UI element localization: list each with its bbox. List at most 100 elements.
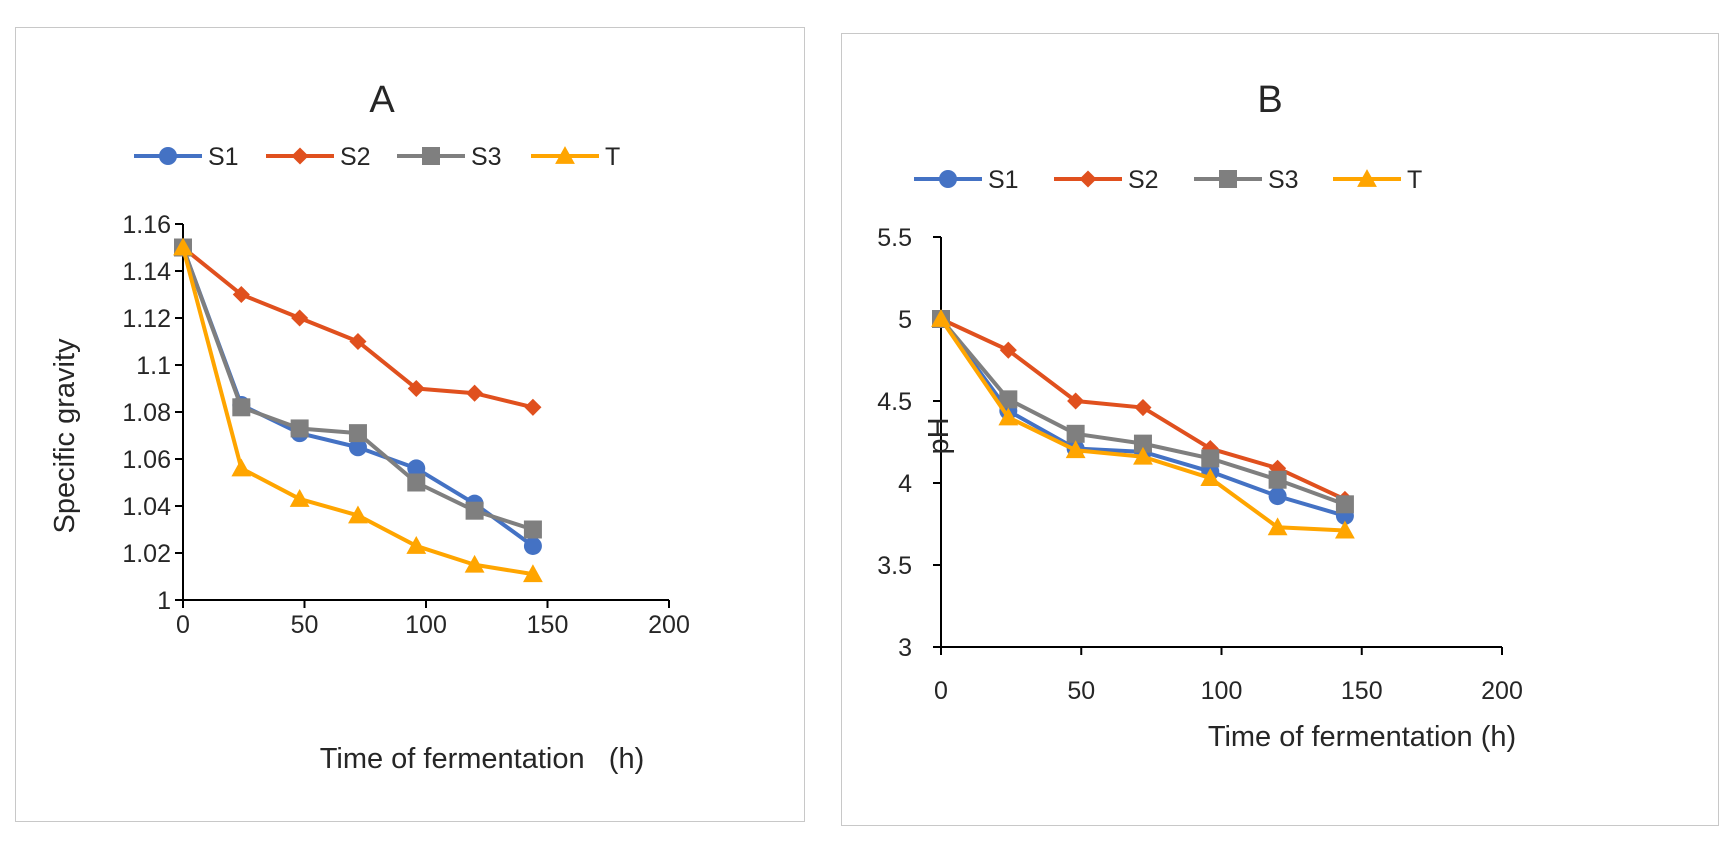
chart-a-series-t-point (406, 536, 427, 554)
chart-b-legend-marker-t (1357, 169, 1377, 187)
chart-b-series-t-point (1200, 468, 1221, 486)
chart-b-legend-item-s1: S1 (914, 166, 1019, 194)
chart-b-x-tick-label: 150 (1341, 677, 1383, 705)
chart-b-x-tick-label: 0 (934, 677, 948, 705)
chart-a-y-tick-label: 1.06 (122, 446, 171, 474)
chart-b-legend-label-s3: S3 (1268, 166, 1299, 194)
chart-b-legend-item-t: T (1333, 166, 1422, 194)
chart-a-series-t-point (348, 505, 368, 524)
chart-a-ylabel: Specific gravity (49, 338, 81, 534)
chart-b-y-tick-label: 5 (898, 306, 912, 334)
chart-a-series-s2-point (524, 398, 542, 416)
chart-a-xlabel: Time of fermentation (h) (320, 743, 644, 775)
chart-b-legend-marker-s2 (1079, 170, 1097, 188)
chart-a-legend-marker-t (555, 146, 575, 164)
chart-a-y-tick-label: 1.14 (122, 258, 171, 286)
chart-b-series-s3-point (1066, 424, 1085, 443)
chart-panel-b: B S1 S2 S3 T 3 3.5 4 4.5 5 5.5 0 50 100 150 200 Time … (841, 33, 1719, 826)
chart-a-x-tick-label: 150 (527, 611, 569, 639)
chart-a-legend-marker-s1 (159, 147, 177, 165)
chart-panel-a: A S1 S2 S3 T 1 1.02 1.04 1.06 1.08 1.1 1.12 1.14 1.… (15, 27, 805, 822)
chart-b-legend: S1 S2 S3 T (914, 166, 1422, 194)
chart-b-legend-item-s2: S2 (1054, 166, 1159, 194)
chart-a-series-s3-point (465, 501, 484, 520)
chart-b-series-s2-point (1067, 392, 1085, 410)
chart-a-legend-marker-s3 (422, 147, 440, 165)
chart-b-series-s3-point (1201, 449, 1220, 468)
chart-b-series-t-point (1267, 517, 1288, 536)
chart-b-x-tick-label: 50 (1067, 677, 1095, 705)
chart-a-title: A (369, 79, 395, 121)
chart-a-series-s3-point (290, 419, 309, 438)
chart-a-legend: S1 S2 S3 T (134, 143, 620, 171)
chart-a-series-t-point (464, 554, 485, 573)
chart-b-series-s3-point (1268, 470, 1287, 489)
chart-b-legend-marker-s3 (1219, 170, 1237, 188)
chart-a-series-t-point (289, 489, 310, 507)
chart-a-x-tick-label: 200 (648, 611, 690, 639)
chart-a-x-tick-label: 100 (405, 611, 447, 639)
chart-b-series-s2-point (1134, 399, 1152, 417)
chart-a-svg: A S1 S2 S3 T 1 1.02 1.04 1.06 1.08 1.1 1.12 1.14 1.… (49, 79, 690, 775)
chart-b-legend-marker-s1 (939, 170, 957, 188)
chart-a-legend-label-s1: S1 (208, 143, 239, 171)
chart-b-series-s1-point (1268, 487, 1287, 506)
chart-b-series-t-point (931, 309, 951, 327)
chart-a-y-tick-label: 1.12 (122, 305, 171, 333)
chart-b-series-t-point (998, 407, 1019, 426)
chart-b-y-tick-label: 3.5 (877, 552, 912, 580)
chart-a-x-tick-label: 50 (291, 611, 319, 639)
chart-b-series-s3-point (999, 390, 1018, 409)
chart-a-series-s3-point (407, 473, 426, 492)
chart-b-plot: 3 3.5 4 4.5 5 5.5 0 50 100 150 200 (877, 224, 1523, 705)
chart-a-legend-item-s3: S3 (397, 143, 502, 171)
chart-a-y-tick-label: 1.16 (122, 211, 171, 239)
chart-b-series-t-point (1065, 440, 1086, 459)
chart-b-series-t-point (1335, 520, 1355, 539)
chart-a-series-t-point (523, 564, 543, 583)
chart-a-series-s1-point (523, 536, 542, 555)
chart-a-series-t-point (173, 237, 193, 256)
chart-a-y-tick-label: 1.02 (122, 540, 171, 568)
chart-a-y-tick-label: 1.04 (122, 493, 171, 521)
chart-b-y-tick-label: 3 (898, 634, 912, 662)
chart-b-y-tick-label: 5.5 (877, 224, 912, 252)
chart-a-series-s2-point (407, 379, 425, 398)
chart-a-series-s2-point (232, 285, 250, 304)
chart-a-legend-marker-s2 (291, 147, 309, 165)
chart-a-series-s1-point (407, 459, 426, 478)
chart-b-xlabel: Time of fermentation (h) (1208, 721, 1516, 753)
chart-b-legend-label-s1: S1 (988, 166, 1019, 194)
chart-b-ylabel: pH (923, 417, 955, 454)
chart-a-legend-label-s2: S2 (340, 143, 371, 171)
chart-b-svg: B S1 S2 S3 T 3 3.5 4 4.5 5 5.5 0 50 100 150 200 Time … (877, 79, 1523, 753)
chart-a-series-s3-point (348, 424, 367, 443)
chart-b-title: B (1257, 79, 1282, 121)
chart-a-legend-item-s1: S1 (134, 143, 239, 171)
chart-a-y-tick-label: 1 (157, 587, 171, 615)
chart-a-legend-item-s2: S2 (266, 143, 371, 171)
chart-a-series-s3-point (523, 520, 542, 539)
chart-a-x-tick-label: 0 (176, 611, 190, 639)
chart-b-series-s3-point (1335, 495, 1354, 514)
chart-b-series-s3-point (1133, 434, 1152, 453)
chart-a-series-s3-point (232, 398, 251, 417)
chart-a-series-s2-line (181, 245, 534, 410)
chart-b-series-t-point (1133, 446, 1153, 465)
chart-a-series-s2-point (291, 309, 309, 327)
chart-b-y-tick-label: 4.5 (877, 388, 912, 416)
chart-b-legend-item-s3: S3 (1194, 166, 1299, 194)
chart-b-x-tick-label: 200 (1481, 677, 1523, 705)
chart-a-series-s2-point (466, 384, 484, 402)
chart-a-legend-label-t: T (605, 143, 620, 171)
chart-a-y-tick-label: 1.08 (122, 399, 171, 427)
chart-a-y-tick-label: 1.1 (136, 352, 171, 380)
chart-b-y-tick-label: 4 (898, 470, 912, 498)
chart-a-series-s2-point (349, 332, 367, 351)
chart-a-legend-item-t: T (531, 143, 620, 171)
chart-a-plot: 1 1.02 1.04 1.06 1.08 1.1 1.12 1.14 1.16 0 50 100 15… (122, 211, 690, 639)
chart-b-legend-label-s2: S2 (1128, 166, 1159, 194)
chart-b-legend-label-t: T (1407, 166, 1422, 194)
chart-a-series-s1-point (348, 438, 367, 457)
chart-b-series-s2-point (999, 341, 1017, 359)
